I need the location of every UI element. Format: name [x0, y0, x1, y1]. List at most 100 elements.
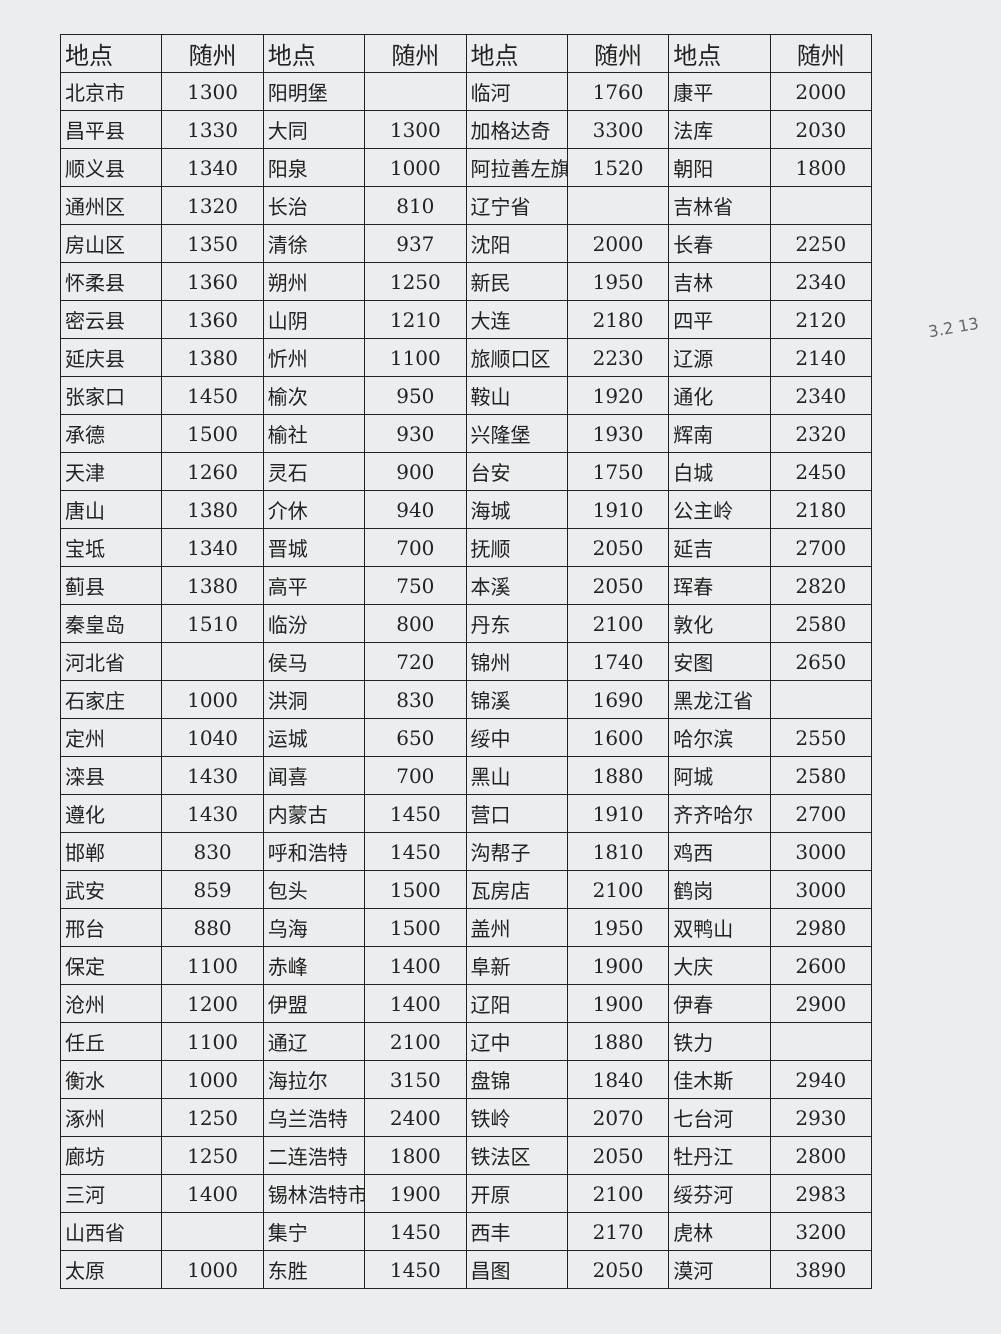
place-cell: 阳明堡 [262, 72, 366, 111]
price-cell: 1500 [364, 908, 467, 947]
place-cell: 衡水 [59, 1060, 163, 1099]
place-cell: 阜新 [465, 946, 568, 985]
place-cell: 营口 [465, 794, 568, 833]
price-cell: 1380 [161, 566, 264, 605]
header-cell: 随州 [364, 34, 467, 73]
price-cell: 1600 [566, 718, 670, 757]
price-cell: 1260 [161, 452, 264, 491]
price-cell: 1450 [161, 376, 264, 415]
price-cell: 1800 [769, 148, 873, 187]
place-cell: 绥中 [465, 718, 568, 757]
price-cell: 1340 [161, 528, 264, 567]
price-cell: 1360 [161, 300, 264, 339]
place-cell: 长春 [668, 224, 771, 263]
place-cell: 沧州 [59, 984, 163, 1023]
place-cell: 承德 [59, 414, 163, 453]
place-cell: 临河 [465, 72, 568, 111]
header-cell: 地点 [668, 34, 771, 73]
place-cell: 延庆县 [59, 338, 163, 377]
place-cell: 怀柔县 [59, 262, 163, 301]
price-cell: 1430 [161, 794, 264, 833]
place-cell: 开原 [465, 1174, 568, 1213]
place-cell: 辽宁省 [465, 186, 568, 225]
place-cell: 丹东 [465, 604, 568, 643]
place-cell: 通州区 [59, 186, 163, 225]
place-cell: 敦化 [668, 604, 771, 643]
price-cell: 3300 [566, 110, 670, 149]
price-cell: 3150 [364, 1060, 467, 1099]
price-cell: 1910 [566, 794, 670, 833]
price-cell: 1300 [364, 110, 467, 149]
place-cell: 铁岭 [465, 1098, 568, 1137]
place-cell: 唐山 [59, 490, 163, 529]
price-cell: 2320 [769, 414, 873, 453]
price-cell: 720 [364, 642, 467, 681]
price-cell: 1510 [161, 604, 264, 643]
place-cell: 虎林 [668, 1212, 771, 1251]
table-row: 滦县 1430 闻喜 700 黑山 1880 阿城 2580 [59, 756, 873, 795]
place-cell: 包头 [262, 870, 366, 909]
place-cell: 黑山 [465, 756, 568, 795]
place-cell: 铁力 [668, 1022, 771, 1061]
price-cell: 1910 [566, 490, 670, 529]
place-cell: 沈阳 [465, 224, 568, 263]
price-cell: 1400 [364, 946, 467, 985]
place-cell: 阿城 [668, 756, 771, 795]
place-cell: 沟帮子 [465, 832, 568, 871]
price-cell: 1880 [566, 756, 670, 795]
place-cell: 辽阳 [465, 984, 568, 1023]
table-row: 河北省 侯马 720 锦州 1740 安图 2650 [59, 642, 873, 681]
place-cell: 海拉尔 [262, 1060, 366, 1099]
place-cell: 珲春 [668, 566, 771, 605]
place-cell: 旅顺口区 [465, 338, 568, 377]
table-row: 房山区 1350 清徐 937 沈阳 2000 长春 2250 [59, 224, 873, 263]
price-cell: 2140 [769, 338, 873, 377]
price-cell: 1350 [161, 224, 264, 263]
price-cell: 2980 [769, 908, 873, 947]
place-cell: 海城 [465, 490, 568, 529]
place-cell: 呼和浩特 [262, 832, 366, 871]
price-cell: 2650 [769, 642, 873, 681]
place-cell: 佳木斯 [668, 1060, 771, 1099]
place-cell: 邢台 [59, 908, 163, 947]
price-cell: 1100 [161, 946, 264, 985]
price-cell: 2050 [566, 1136, 670, 1175]
place-cell: 新民 [465, 262, 568, 301]
price-cell: 930 [364, 414, 467, 453]
price-cell: 1300 [161, 72, 264, 111]
place-cell: 双鸭山 [668, 908, 771, 947]
place-cell: 白城 [668, 452, 771, 491]
place-cell: 法库 [668, 110, 771, 149]
price-cell: 2180 [769, 490, 873, 529]
place-cell: 洪洞 [262, 680, 366, 719]
price-cell: 2983 [769, 1174, 873, 1213]
place-cell: 通化 [668, 376, 771, 415]
table-row: 武安 859 包头 1500 瓦房店 2100 鹤岗 3000 [59, 870, 873, 909]
price-cell: 2000 [769, 72, 873, 111]
place-cell: 齐齐哈尔 [668, 794, 771, 833]
place-cell: 台安 [465, 452, 568, 491]
table-row: 三河 1400 锡林浩特市 1900 开原 2100 绥芬河 2983 [59, 1174, 873, 1213]
place-cell: 西丰 [465, 1212, 568, 1251]
price-cell: 1400 [161, 1174, 264, 1213]
table-row: 太原 1000 东胜 1450 昌图 2050 漠河 3890 [59, 1250, 873, 1289]
place-cell: 吉林省 [668, 186, 771, 225]
place-cell: 张家口 [59, 376, 163, 415]
place-cell: 阳泉 [262, 148, 366, 187]
place-cell: 安图 [668, 642, 771, 681]
place-cell: 七台河 [668, 1098, 771, 1137]
price-cell: 1100 [161, 1022, 264, 1061]
place-cell: 任丘 [59, 1022, 163, 1061]
price-cell: 1200 [161, 984, 264, 1023]
place-cell: 赤峰 [262, 946, 366, 985]
price-cell: 1000 [364, 148, 467, 187]
table-row: 唐山 1380 介休 940 海城 1910 公主岭 2180 [59, 490, 873, 529]
price-cell: 700 [364, 528, 467, 567]
table-row: 密云县 1360 山阴 1210 大连 2180 四平 2120 [59, 300, 873, 339]
place-cell: 榆次 [262, 376, 366, 415]
price-cell: 1000 [161, 1060, 264, 1099]
price-cell: 830 [161, 832, 264, 871]
place-cell: 大同 [262, 110, 366, 149]
place-cell: 通辽 [262, 1022, 366, 1061]
price-cell [769, 680, 873, 719]
